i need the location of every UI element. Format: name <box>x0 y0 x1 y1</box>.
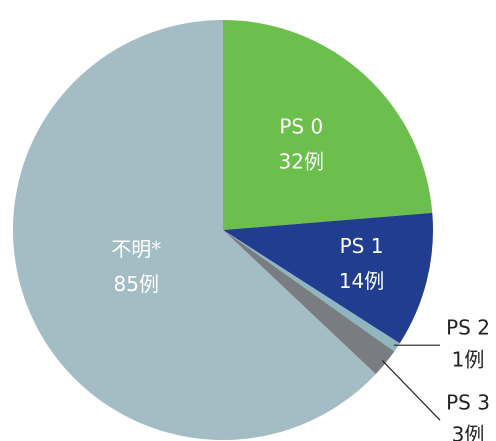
slice-label: PS 0 <box>279 115 323 139</box>
slice-value-label: 1例 <box>452 348 485 372</box>
slice-value-label: 14例 <box>339 269 384 293</box>
pie-slice <box>223 230 395 375</box>
slice-label: PS 3 <box>446 391 490 415</box>
slice-label: 不明* <box>111 237 161 261</box>
pie-slice <box>223 230 400 352</box>
pie-slice <box>223 20 433 230</box>
leader-line <box>381 360 441 421</box>
slice-value-label: 85例 <box>114 272 159 296</box>
pie-slice <box>223 212 433 344</box>
slice-value-label: 3例 <box>452 423 485 441</box>
pie-slice <box>13 20 376 440</box>
slice-value-label: 32例 <box>279 150 324 174</box>
slice-label: PS 2 <box>446 316 490 340</box>
slice-label: PS 1 <box>340 234 384 258</box>
